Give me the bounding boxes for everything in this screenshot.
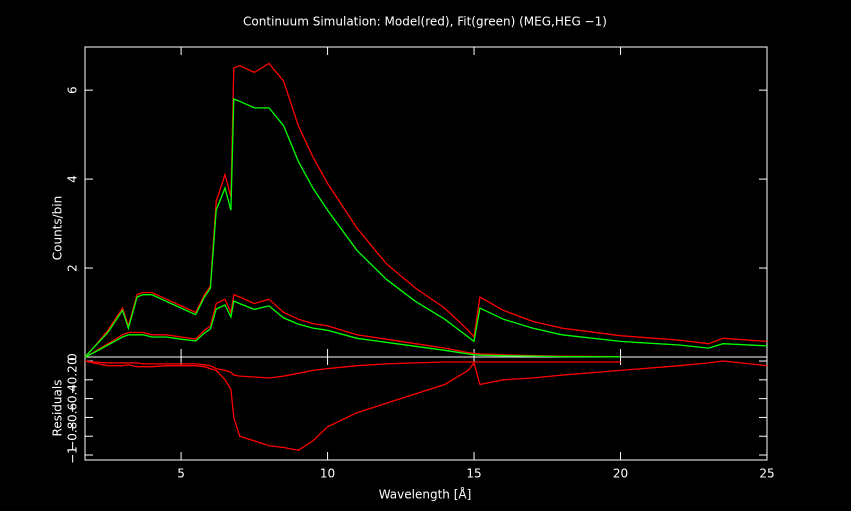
y-tick-label: 4 (66, 175, 80, 183)
x-axis-label: Wavelength [Å] (379, 487, 472, 502)
y-tick-label: −1 (66, 446, 80, 464)
data-line (84, 293, 621, 358)
x-tick-label: 15 (466, 467, 481, 481)
x-tick-label: 10 (320, 467, 335, 481)
y-axis-label: Residuals (51, 380, 65, 437)
x-tick-label: 25 (759, 467, 774, 481)
y-tick-label: 0 (66, 353, 80, 361)
y-tick-label: −0.6 (66, 403, 80, 432)
y-tick-label: 0 (66, 357, 80, 365)
y-tick-label: −0.8 (66, 422, 80, 451)
data-line (84, 62, 768, 358)
data-line (84, 360, 768, 451)
data-line (84, 98, 768, 358)
y-tick-label: 6 (66, 86, 80, 94)
plot-frame (84, 356, 768, 461)
data-line (84, 300, 621, 358)
y-tick-label: 2 (66, 264, 80, 272)
chart-title: Continuum Simulation: Model(red), Fit(gr… (243, 15, 607, 29)
data-line (84, 360, 621, 379)
x-tick-label: 5 (177, 467, 185, 481)
x-tick-label: 20 (613, 467, 628, 481)
y-tick-label: −0.4 (66, 384, 80, 413)
y-tick-label: −0.2 (66, 365, 80, 394)
y-axis-label: Counts/bin (51, 196, 65, 261)
